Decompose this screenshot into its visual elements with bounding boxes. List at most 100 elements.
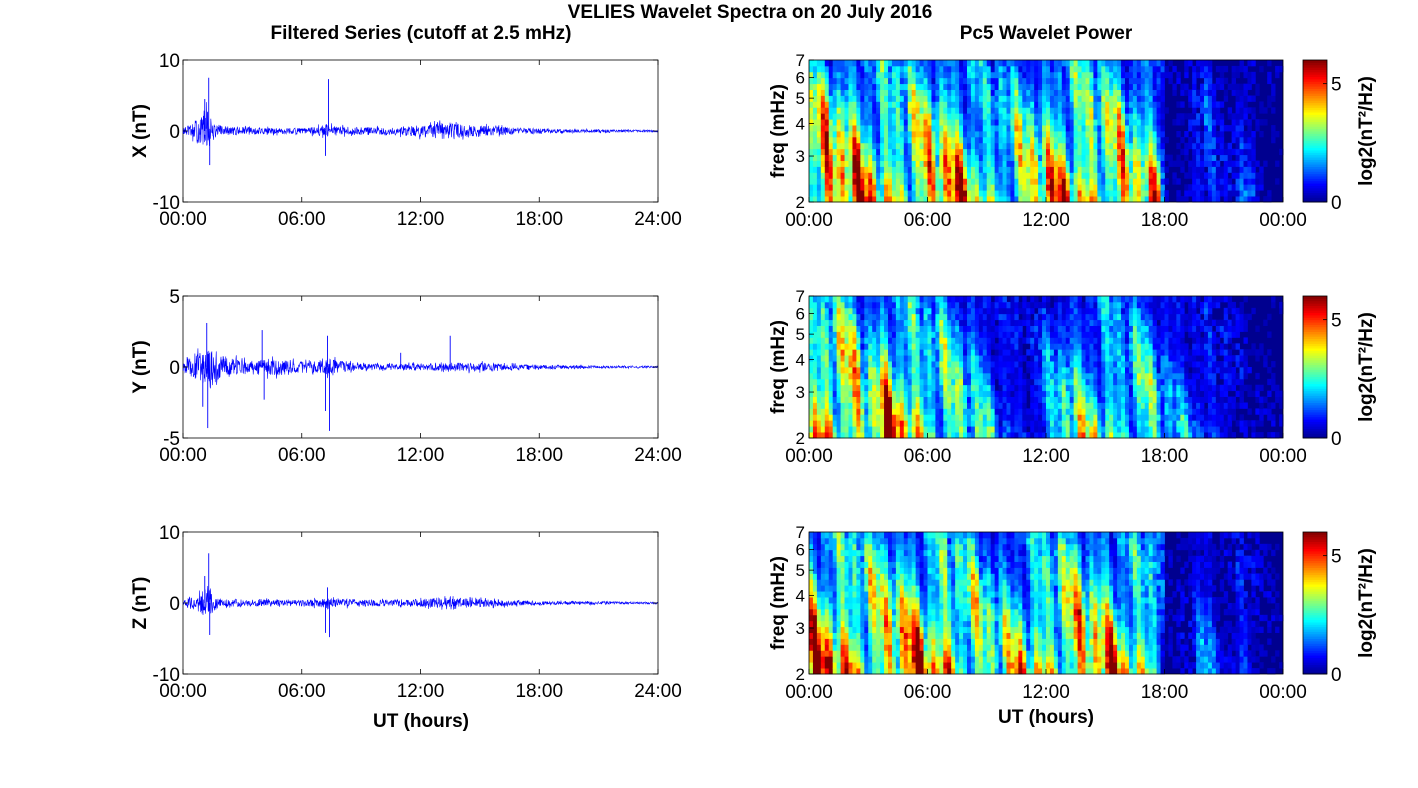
heatmap-cell	[959, 95, 964, 102]
heatmap-cell	[907, 148, 913, 156]
heatmap-cell	[1038, 113, 1043, 120]
heatmap-cell	[856, 142, 861, 150]
heatmap-cell	[947, 367, 952, 374]
heatmap-cell	[1211, 136, 1217, 144]
heatmap-cell	[1006, 343, 1011, 350]
heatmap-cell	[1109, 408, 1114, 415]
heatmap-cell	[943, 83, 948, 90]
heatmap-cell	[1140, 426, 1146, 433]
heatmap-cell	[832, 119, 838, 126]
heatmap-cell	[1215, 77, 1221, 85]
heatmap-cell	[1196, 60, 1201, 67]
heatmap-cell	[812, 296, 818, 303]
heatmap-cell	[1073, 390, 1078, 397]
heatmap-cell	[891, 71, 897, 79]
heatmap-cell	[947, 313, 952, 321]
heatmap-cell	[923, 414, 928, 421]
heatmap-cell	[1164, 372, 1169, 380]
heatmap-cell	[1046, 313, 1051, 321]
heatmap-cell	[939, 319, 944, 326]
heatmap-cell	[967, 113, 972, 120]
heatmap-cell	[1081, 125, 1086, 132]
heatmap-cell	[812, 190, 818, 197]
heatmap-cell	[1065, 402, 1071, 409]
heatmap-cell	[1235, 107, 1240, 114]
heatmap-cell	[1002, 77, 1007, 85]
heatmap-cell	[1160, 89, 1165, 96]
heatmap-cell	[1227, 190, 1233, 197]
heatmap-cell	[1204, 95, 1209, 102]
heatmap-cell	[1136, 301, 1142, 309]
heatmap-cell	[1132, 402, 1138, 409]
heatmap-cell	[1014, 307, 1019, 315]
heatmap-cell	[864, 420, 869, 427]
heatmap-cell	[903, 77, 909, 85]
heatmap-cell	[943, 343, 948, 350]
heatmap-cell	[1034, 113, 1039, 120]
heatmap-cell	[1168, 355, 1173, 362]
heatmap-cell	[1065, 307, 1071, 315]
heatmap-cell	[1046, 107, 1051, 114]
heatmap-cell	[860, 402, 865, 409]
heatmap-cell	[1121, 414, 1126, 421]
heatmap-cell	[1152, 378, 1157, 386]
heatmap-cell	[1255, 83, 1260, 90]
heatmap-cell	[967, 378, 972, 386]
heatmap-cell	[951, 325, 956, 332]
heatmap-cell	[864, 408, 869, 415]
heatmap-cell	[872, 296, 877, 303]
heatmap-cell	[1085, 432, 1090, 439]
heatmap-cell	[955, 184, 960, 191]
heatmap-cell	[1223, 95, 1229, 102]
heatmap-cell	[836, 89, 841, 96]
heatmap-cell	[840, 296, 845, 303]
heatmap-cell	[1144, 408, 1150, 415]
heatmap-cell	[1140, 101, 1146, 108]
heatmap-cell	[959, 426, 964, 433]
heatmap-cell	[1077, 65, 1082, 73]
heatmap-cell	[1053, 160, 1059, 167]
heatmap-cell	[1030, 172, 1035, 179]
heatmap-cell	[1038, 349, 1043, 356]
heatmap-cell	[1117, 414, 1122, 421]
heatmap-cell	[1061, 77, 1067, 85]
heatmap-cell	[1093, 148, 1098, 156]
heatmap-cell	[911, 313, 917, 321]
heatmap-cell	[1061, 113, 1067, 120]
heatmap-cell	[1144, 148, 1150, 156]
heatmap-cell	[816, 142, 822, 150]
heatmap-cell	[986, 101, 992, 108]
heatmap-cell	[1101, 148, 1106, 156]
heatmap-cell	[1136, 101, 1142, 108]
heatmap-cell	[1211, 196, 1217, 203]
heatmap-cell	[840, 378, 845, 386]
heatmap-cell	[1073, 95, 1078, 102]
colorbar-swatch	[1303, 104, 1327, 108]
heatmap-cell	[1113, 384, 1118, 392]
heatmap-cell	[1022, 89, 1027, 96]
heatmap-cell	[1069, 307, 1075, 315]
heatmap-cell	[1010, 60, 1015, 67]
heatmap-cell	[1030, 113, 1035, 120]
heatmap-cell	[1101, 331, 1106, 338]
heatmap-cell	[915, 402, 920, 409]
heatmap-cell	[1089, 160, 1094, 167]
heatmap-cell	[907, 426, 913, 433]
heatmap-cell	[943, 420, 948, 427]
heatmap-cell	[891, 337, 897, 344]
heatmap-cell	[1117, 148, 1122, 156]
heatmap-cell	[891, 426, 897, 433]
heatmap-cell	[1069, 378, 1075, 386]
heatmap-cell	[1239, 119, 1244, 126]
heatmap-cell	[970, 355, 976, 362]
heatmap-cell	[848, 331, 853, 338]
heatmap-cell	[1109, 148, 1114, 156]
heatmap-cell	[1152, 319, 1157, 326]
y-tick-label: 0	[169, 358, 180, 379]
heatmap-cell	[876, 196, 881, 203]
heatmap-cell	[967, 307, 972, 315]
heatmap-cell	[1002, 296, 1007, 303]
heatmap-cell	[947, 414, 952, 421]
heatmap-cell	[1117, 95, 1122, 102]
heatmap-cell	[1057, 136, 1063, 144]
